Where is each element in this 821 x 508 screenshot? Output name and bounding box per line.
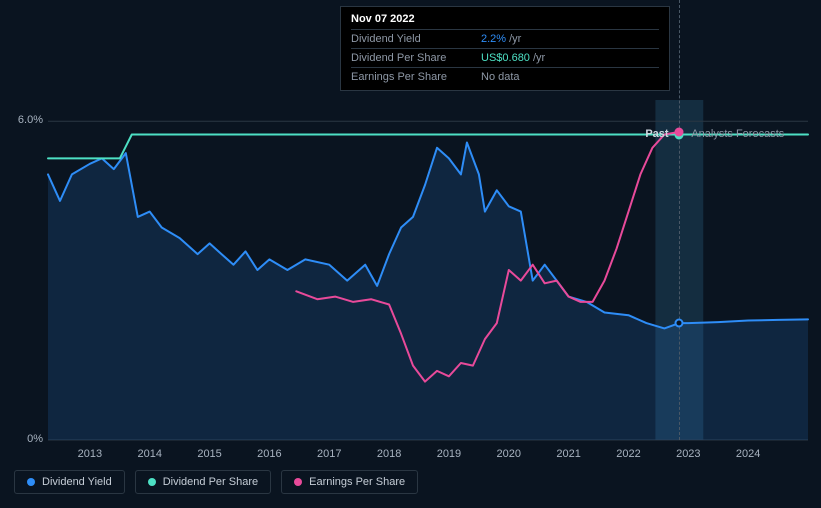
x-axis-tick-label: 2018 (377, 448, 401, 460)
legend-item-dividend-yield[interactable]: Dividend Yield (14, 470, 125, 494)
x-axis-tick-label: 2021 (556, 448, 580, 460)
cursor-line (679, 0, 680, 440)
hover-tooltip: Nov 07 2022 Dividend Yield 2.2% /yr Divi… (340, 6, 670, 91)
tooltip-row-value: No data (481, 71, 520, 83)
legend-item-label: Earnings Per Share (309, 476, 405, 488)
cursor-marker-icon (675, 127, 684, 136)
tooltip-row: Dividend Yield 2.2% /yr (351, 29, 659, 48)
x-axis-tick-label: 2020 (497, 448, 521, 460)
past-label: Past (645, 128, 668, 140)
plot-svg (48, 100, 808, 440)
cursor-marker-icon (675, 319, 684, 328)
x-axis-tick-label: 2013 (78, 448, 102, 460)
legend-dot-icon (148, 478, 156, 486)
forecast-label: Analysts Forecasts (691, 128, 784, 140)
y-axis-tick-label: 6.0% (18, 114, 43, 126)
legend-item-dividend-per-share[interactable]: Dividend Per Share (135, 470, 271, 494)
x-axis-tick-label: 2019 (437, 448, 461, 460)
tooltip-row-label: Dividend Yield (351, 33, 481, 45)
x-axis-tick-label: 2023 (676, 448, 700, 460)
x-axis-tick-label: 2017 (317, 448, 341, 460)
legend-dot-icon (27, 478, 35, 486)
tooltip-row: Dividend Per Share US$0.680 /yr (351, 48, 659, 67)
tooltip-date: Nov 07 2022 (351, 13, 659, 29)
legend-item-label: Dividend Yield (42, 476, 112, 488)
financial-chart: Nov 07 2022 Dividend Yield 2.2% /yr Divi… (0, 0, 821, 508)
tooltip-row: Earnings Per Share No data (351, 67, 659, 86)
tooltip-row-label: Earnings Per Share (351, 71, 481, 83)
x-axis-tick-label: 2016 (257, 448, 281, 460)
legend-dot-icon (294, 478, 302, 486)
legend: Dividend Yield Dividend Per Share Earnin… (14, 470, 418, 494)
tooltip-row-unit: /yr (533, 52, 545, 64)
plot-area[interactable] (48, 100, 808, 440)
y-axis-tick-label: 0% (27, 433, 43, 445)
tooltip-row-value: US$0.680 (481, 52, 530, 64)
x-axis-tick-label: 2024 (736, 448, 760, 460)
legend-item-earnings-per-share[interactable]: Earnings Per Share (281, 470, 418, 494)
tooltip-row-label: Dividend Per Share (351, 52, 481, 64)
x-axis-tick-label: 2015 (197, 448, 221, 460)
tooltip-row-value: 2.2% (481, 33, 506, 45)
legend-item-label: Dividend Per Share (163, 476, 258, 488)
x-axis-tick-label: 2022 (616, 448, 640, 460)
tooltip-row-unit: /yr (509, 33, 521, 45)
x-axis-tick-label: 2014 (137, 448, 161, 460)
